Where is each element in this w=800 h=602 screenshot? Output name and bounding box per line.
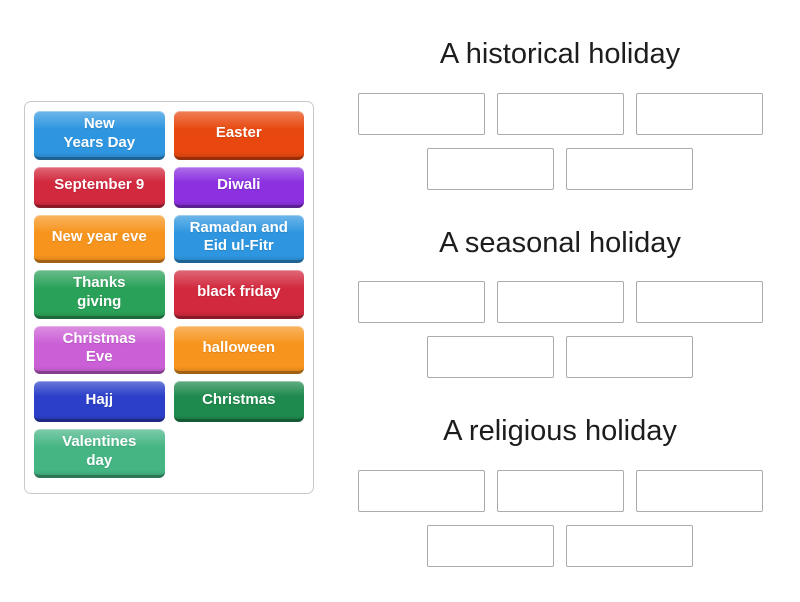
drop-slot-group1-4[interactable]	[427, 147, 554, 190]
tile-christmas[interactable]: Christmas	[173, 381, 304, 422]
slot-row	[427, 336, 693, 379]
tile-ramadan-and-eid-ul-fitr[interactable]: Ramadan and Eid ul-Fitr	[173, 214, 304, 263]
tile-christmas-eve[interactable]: Christmas Eve	[34, 325, 165, 374]
group-title-seasonal: A seasonal holiday	[439, 226, 681, 259]
drop-slot-group2-3[interactable]	[635, 281, 763, 324]
group-historical: A historical holiday	[357, 36, 763, 203]
drop-slot-group1-1[interactable]	[357, 92, 485, 135]
tile-panel: New Years Day Easter September 9 Diwali New …	[24, 101, 314, 494]
drop-slot-group2-5[interactable]	[566, 336, 693, 379]
drop-slot-group1-3[interactable]	[635, 92, 763, 135]
drop-slot-group3-4[interactable]	[427, 525, 554, 568]
drop-slot-group2-4[interactable]	[427, 336, 554, 379]
tile-diwali[interactable]: Diwali	[173, 166, 304, 208]
tile-thanks-giving[interactable]: Thanks giving	[34, 270, 165, 319]
tile-hajj[interactable]: Hajj	[34, 381, 165, 422]
tile-valentines-day[interactable]: Valentines day	[34, 429, 165, 478]
tile-halloween[interactable]: halloween	[173, 325, 304, 374]
slot-row	[427, 525, 693, 568]
slot-row	[357, 281, 763, 324]
drop-slot-group1-2[interactable]	[496, 92, 624, 135]
drop-slot-group2-1[interactable]	[357, 281, 485, 324]
drop-slot-group3-1[interactable]	[357, 470, 485, 513]
group-religious: A religious holiday	[357, 413, 763, 580]
drop-slot-group1-5[interactable]	[566, 147, 693, 190]
slot-row	[357, 470, 763, 513]
tile-september-9[interactable]: September 9	[34, 166, 165, 208]
group-seasonal: A seasonal holiday	[357, 225, 763, 392]
tile-easter[interactable]: Easter	[173, 111, 304, 160]
tile-black-friday[interactable]: black friday	[173, 270, 304, 319]
drop-slot-group2-2[interactable]	[496, 281, 624, 324]
drop-slot-group3-5[interactable]	[566, 525, 693, 568]
group-title-historical: A historical holiday	[439, 38, 681, 70]
drop-slot-group3-3[interactable]	[635, 470, 763, 513]
drop-slot-group3-2[interactable]	[496, 470, 624, 513]
groups-column: A historical holiday A seasonal holiday …	[340, 0, 780, 602]
tile-new-years-day[interactable]: New Years Day	[34, 111, 165, 160]
slot-row	[427, 147, 693, 190]
group-title-religious: A religious holiday	[443, 415, 677, 448]
tile-new-year-eve[interactable]: New year eve	[34, 214, 165, 263]
slot-row	[357, 92, 763, 135]
